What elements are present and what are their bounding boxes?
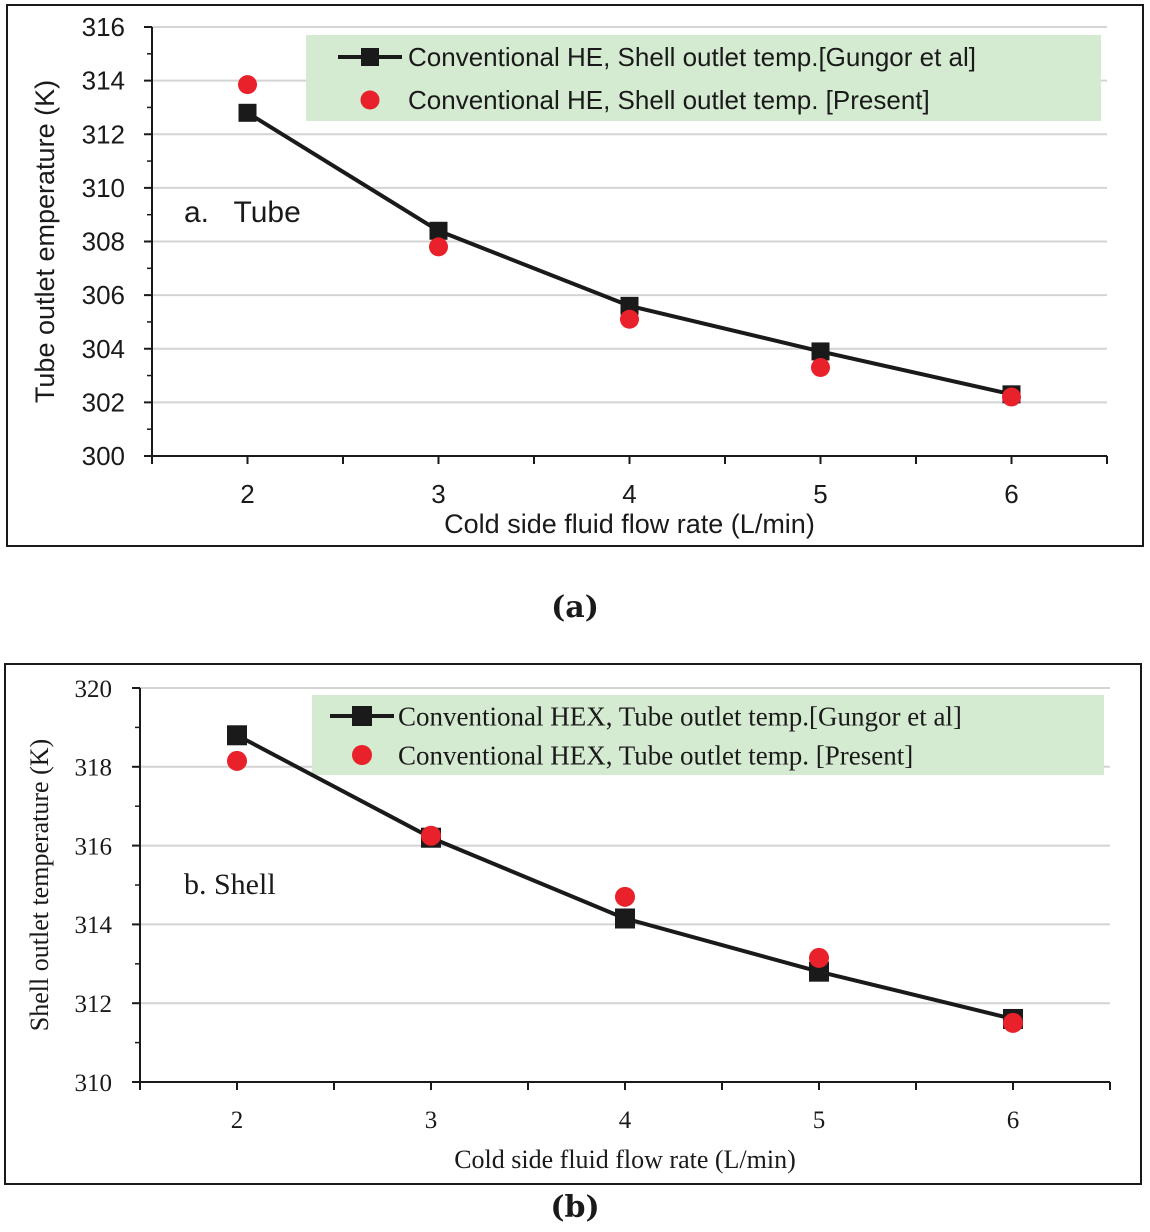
circle-point-a-0 — [238, 75, 257, 95]
circle-point-b-1 — [421, 825, 441, 846]
legend-box-b — [312, 695, 1104, 775]
x-axis-title-b: Cold side fluid flow rate (L/min) — [454, 1145, 796, 1174]
x-tick-label-b-1: 3 — [425, 1107, 438, 1134]
circle-point-a-4 — [1002, 387, 1021, 407]
circle-point-b-4 — [1003, 1012, 1023, 1033]
x-tick-label-b-0: 2 — [231, 1107, 244, 1134]
circle-point-b-3 — [809, 947, 829, 968]
legend-circle-marker-b — [352, 745, 372, 765]
x-axis-title-a: Cold side fluid flow rate (L/min) — [444, 509, 815, 539]
annotation-b: b. Shell — [184, 868, 276, 901]
legend-label-a-1: Conventional HE, Shell outlet temp. [Pre… — [408, 85, 930, 115]
y-tick-label-b-3: 316 — [75, 833, 113, 860]
square-point-a-0 — [238, 103, 257, 122]
y-tick-label-b-4: 318 — [75, 755, 113, 782]
caption-b: (b) — [550, 1190, 600, 1225]
square-point-b-0 — [227, 725, 247, 746]
square-point-a-3 — [811, 342, 830, 361]
caption-a: (a) — [551, 590, 599, 625]
y-tick-label-a-0: 300 — [82, 441, 125, 471]
legend-square-marker-a — [361, 48, 379, 66]
x-tick-label-a-0: 2 — [240, 479, 254, 509]
x-tick-label-a-2: 4 — [622, 479, 636, 509]
y-tick-label-a-7: 314 — [82, 66, 125, 96]
circle-point-a-2 — [620, 309, 639, 329]
y-tick-label-b-0: 310 — [75, 1070, 113, 1097]
x-tick-label-b-3: 5 — [813, 1107, 826, 1134]
y-tick-label-a-4: 308 — [82, 227, 125, 257]
x-tick-label-a-4: 6 — [1004, 479, 1018, 509]
y-tick-label-a-3: 306 — [82, 280, 125, 310]
circle-point-a-1 — [429, 237, 448, 257]
series-line-a — [246, 111, 1012, 397]
square-point-b-2 — [615, 908, 635, 929]
y-tick-label-a-2: 304 — [82, 334, 125, 364]
circle-point-a-3 — [811, 358, 830, 378]
legend-circle-marker-a — [360, 90, 380, 110]
legend-label-a-0: Conventional HE, Shell outlet temp.[Gung… — [408, 42, 976, 72]
y-tick-label-a-5: 310 — [82, 173, 125, 203]
annotation-a: a. Tube — [184, 196, 301, 229]
square-point-a-1 — [429, 221, 448, 240]
y-tick-label-b-5: 320 — [75, 676, 113, 703]
series-line-b — [236, 733, 1014, 1021]
y-tick-label-b-2: 314 — [75, 912, 113, 939]
circle-point-b-0 — [227, 750, 247, 771]
y-tick-label-a-1: 302 — [82, 387, 125, 417]
y-axis-title-b: Shell outlet temperature (K) — [25, 739, 54, 1031]
x-tick-label-b-2: 4 — [619, 1107, 632, 1134]
y-tick-label-a-6: 312 — [82, 119, 125, 149]
y-tick-label-a-8: 316 — [82, 12, 125, 42]
legend-box-a — [306, 35, 1101, 121]
square-point-b-3 — [809, 961, 829, 982]
y-tick-label-b-1: 312 — [75, 991, 113, 1018]
legend-label-b-0: Conventional HEX, Tube outlet temp.[Gung… — [398, 701, 962, 731]
legend-square-marker-b — [352, 706, 372, 726]
x-tick-label-b-4: 6 — [1007, 1107, 1020, 1134]
x-tick-label-a-3: 5 — [813, 479, 827, 509]
x-tick-label-a-1: 3 — [431, 479, 445, 509]
square-point-a-2 — [620, 296, 639, 315]
legend-label-b-1: Conventional HEX, Tube outlet temp. [Pre… — [398, 740, 913, 770]
circle-point-b-2 — [615, 886, 635, 907]
y-axis-title-a: Tube outlet emperature (K) — [30, 80, 60, 403]
